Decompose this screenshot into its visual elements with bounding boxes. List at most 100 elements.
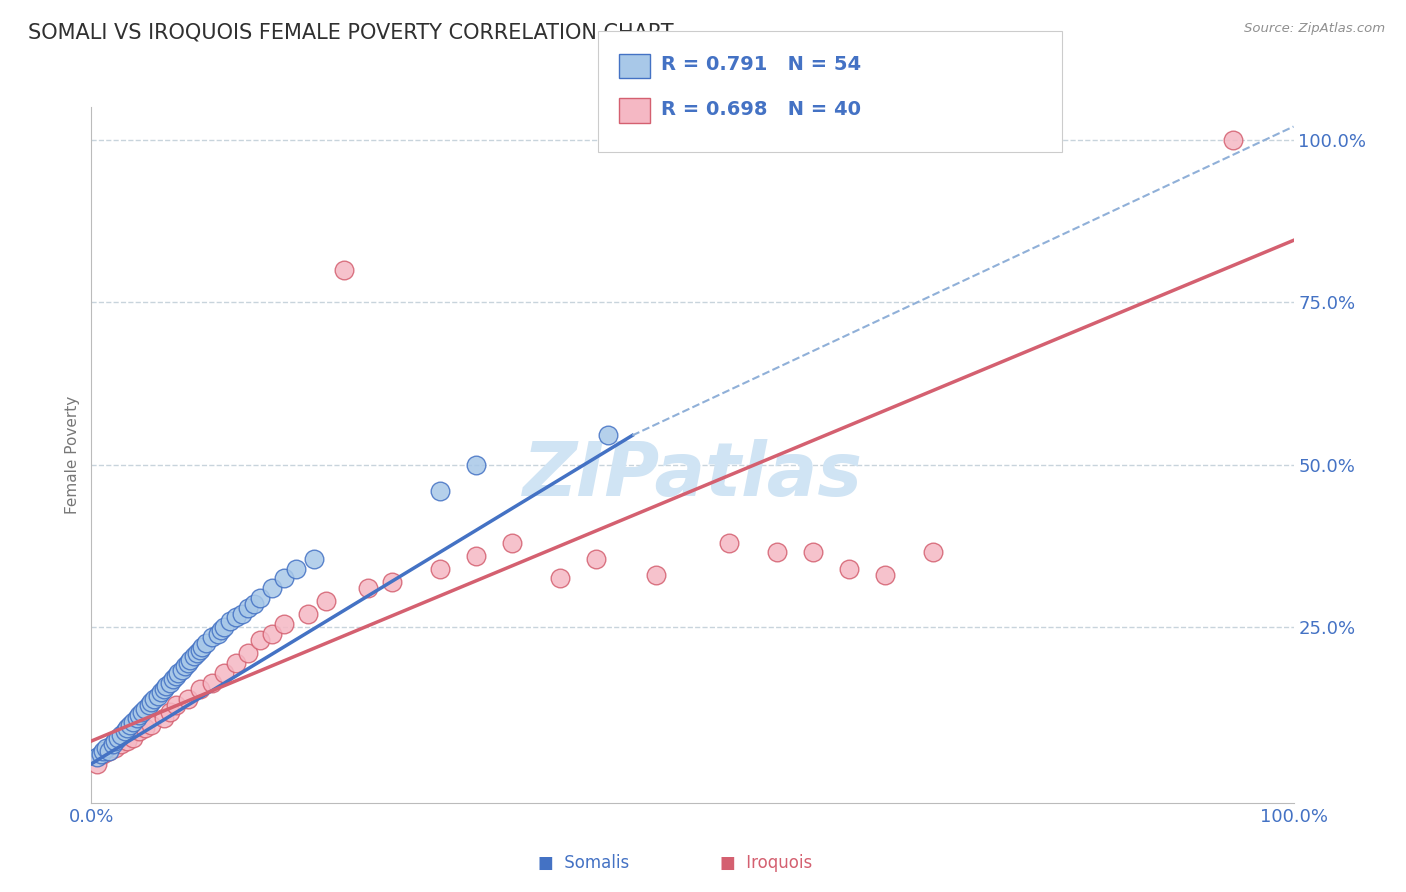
Point bbox=[134, 721, 156, 735]
Point bbox=[465, 458, 488, 472]
Point bbox=[260, 581, 283, 595]
Point bbox=[122, 731, 145, 745]
Point bbox=[128, 708, 150, 723]
Point bbox=[86, 756, 108, 771]
Point bbox=[598, 428, 620, 442]
Point bbox=[141, 718, 163, 732]
Point bbox=[128, 724, 150, 739]
Point bbox=[284, 562, 307, 576]
Point bbox=[165, 669, 187, 683]
Point bbox=[465, 549, 488, 563]
Point bbox=[176, 691, 198, 706]
Point bbox=[165, 698, 187, 713]
Point bbox=[188, 643, 211, 657]
Text: R = 0.791   N = 54: R = 0.791 N = 54 bbox=[661, 55, 860, 74]
Point bbox=[236, 600, 259, 615]
Point bbox=[218, 614, 240, 628]
Point bbox=[101, 737, 124, 751]
Text: ZIPatlas: ZIPatlas bbox=[523, 439, 862, 512]
Point bbox=[429, 483, 451, 498]
Point bbox=[212, 665, 235, 680]
Point bbox=[93, 747, 115, 761]
Point bbox=[501, 535, 523, 549]
Point bbox=[186, 646, 208, 660]
Point bbox=[242, 598, 264, 612]
Point bbox=[152, 681, 174, 696]
Point bbox=[150, 685, 173, 699]
Point bbox=[146, 689, 169, 703]
Point bbox=[297, 607, 319, 622]
Point bbox=[162, 672, 184, 686]
Point bbox=[131, 705, 153, 719]
Point bbox=[201, 630, 224, 644]
Point bbox=[209, 624, 232, 638]
Point bbox=[98, 744, 121, 758]
Point bbox=[231, 607, 253, 622]
Point bbox=[585, 552, 607, 566]
Point bbox=[357, 581, 380, 595]
Point bbox=[838, 562, 860, 576]
Point bbox=[236, 646, 259, 660]
Point bbox=[155, 679, 177, 693]
Point bbox=[429, 562, 451, 576]
Point bbox=[922, 545, 945, 559]
Point bbox=[118, 718, 141, 732]
Point bbox=[302, 552, 325, 566]
Point bbox=[152, 711, 174, 725]
Point bbox=[94, 740, 117, 755]
Text: ■  Somalis: ■ Somalis bbox=[538, 855, 628, 872]
Point bbox=[381, 574, 404, 589]
Point bbox=[86, 750, 108, 764]
Point bbox=[183, 649, 205, 664]
Point bbox=[159, 705, 181, 719]
Point bbox=[188, 681, 211, 696]
Point bbox=[159, 675, 181, 690]
Point bbox=[212, 620, 235, 634]
Text: SOMALI VS IROQUOIS FEMALE POVERTY CORRELATION CHART: SOMALI VS IROQUOIS FEMALE POVERTY CORREL… bbox=[28, 22, 673, 42]
Point bbox=[170, 663, 193, 677]
Point bbox=[249, 633, 271, 648]
Point bbox=[167, 665, 190, 680]
Point bbox=[122, 714, 145, 729]
Point bbox=[93, 744, 115, 758]
Point bbox=[104, 734, 127, 748]
Point bbox=[141, 695, 163, 709]
Point bbox=[176, 656, 198, 670]
Text: Source: ZipAtlas.com: Source: ZipAtlas.com bbox=[1244, 22, 1385, 36]
Point bbox=[873, 568, 896, 582]
Point bbox=[90, 747, 112, 761]
Point bbox=[191, 640, 214, 654]
Point bbox=[104, 740, 127, 755]
Point bbox=[138, 698, 160, 713]
Point bbox=[117, 734, 139, 748]
Point bbox=[134, 701, 156, 715]
Point bbox=[645, 568, 668, 582]
Point bbox=[273, 572, 295, 586]
Point bbox=[249, 591, 271, 605]
Point bbox=[207, 626, 229, 640]
Point bbox=[273, 617, 295, 632]
Point bbox=[315, 594, 337, 608]
Point bbox=[717, 535, 740, 549]
Point bbox=[1222, 132, 1244, 146]
Point bbox=[225, 656, 247, 670]
Point bbox=[142, 691, 165, 706]
Point bbox=[110, 737, 132, 751]
Text: ■  Iroquois: ■ Iroquois bbox=[720, 855, 813, 872]
Point bbox=[765, 545, 787, 559]
Point bbox=[107, 731, 129, 745]
Point bbox=[98, 744, 121, 758]
Point bbox=[333, 262, 356, 277]
Point bbox=[548, 572, 571, 586]
Point bbox=[194, 636, 217, 650]
Point bbox=[114, 724, 136, 739]
Point bbox=[801, 545, 824, 559]
Point bbox=[179, 653, 201, 667]
Point bbox=[201, 675, 224, 690]
Point bbox=[225, 610, 247, 624]
Point bbox=[174, 659, 197, 673]
Point bbox=[125, 711, 148, 725]
Point bbox=[117, 721, 139, 735]
Text: R = 0.698   N = 40: R = 0.698 N = 40 bbox=[661, 100, 860, 119]
Point bbox=[260, 626, 283, 640]
